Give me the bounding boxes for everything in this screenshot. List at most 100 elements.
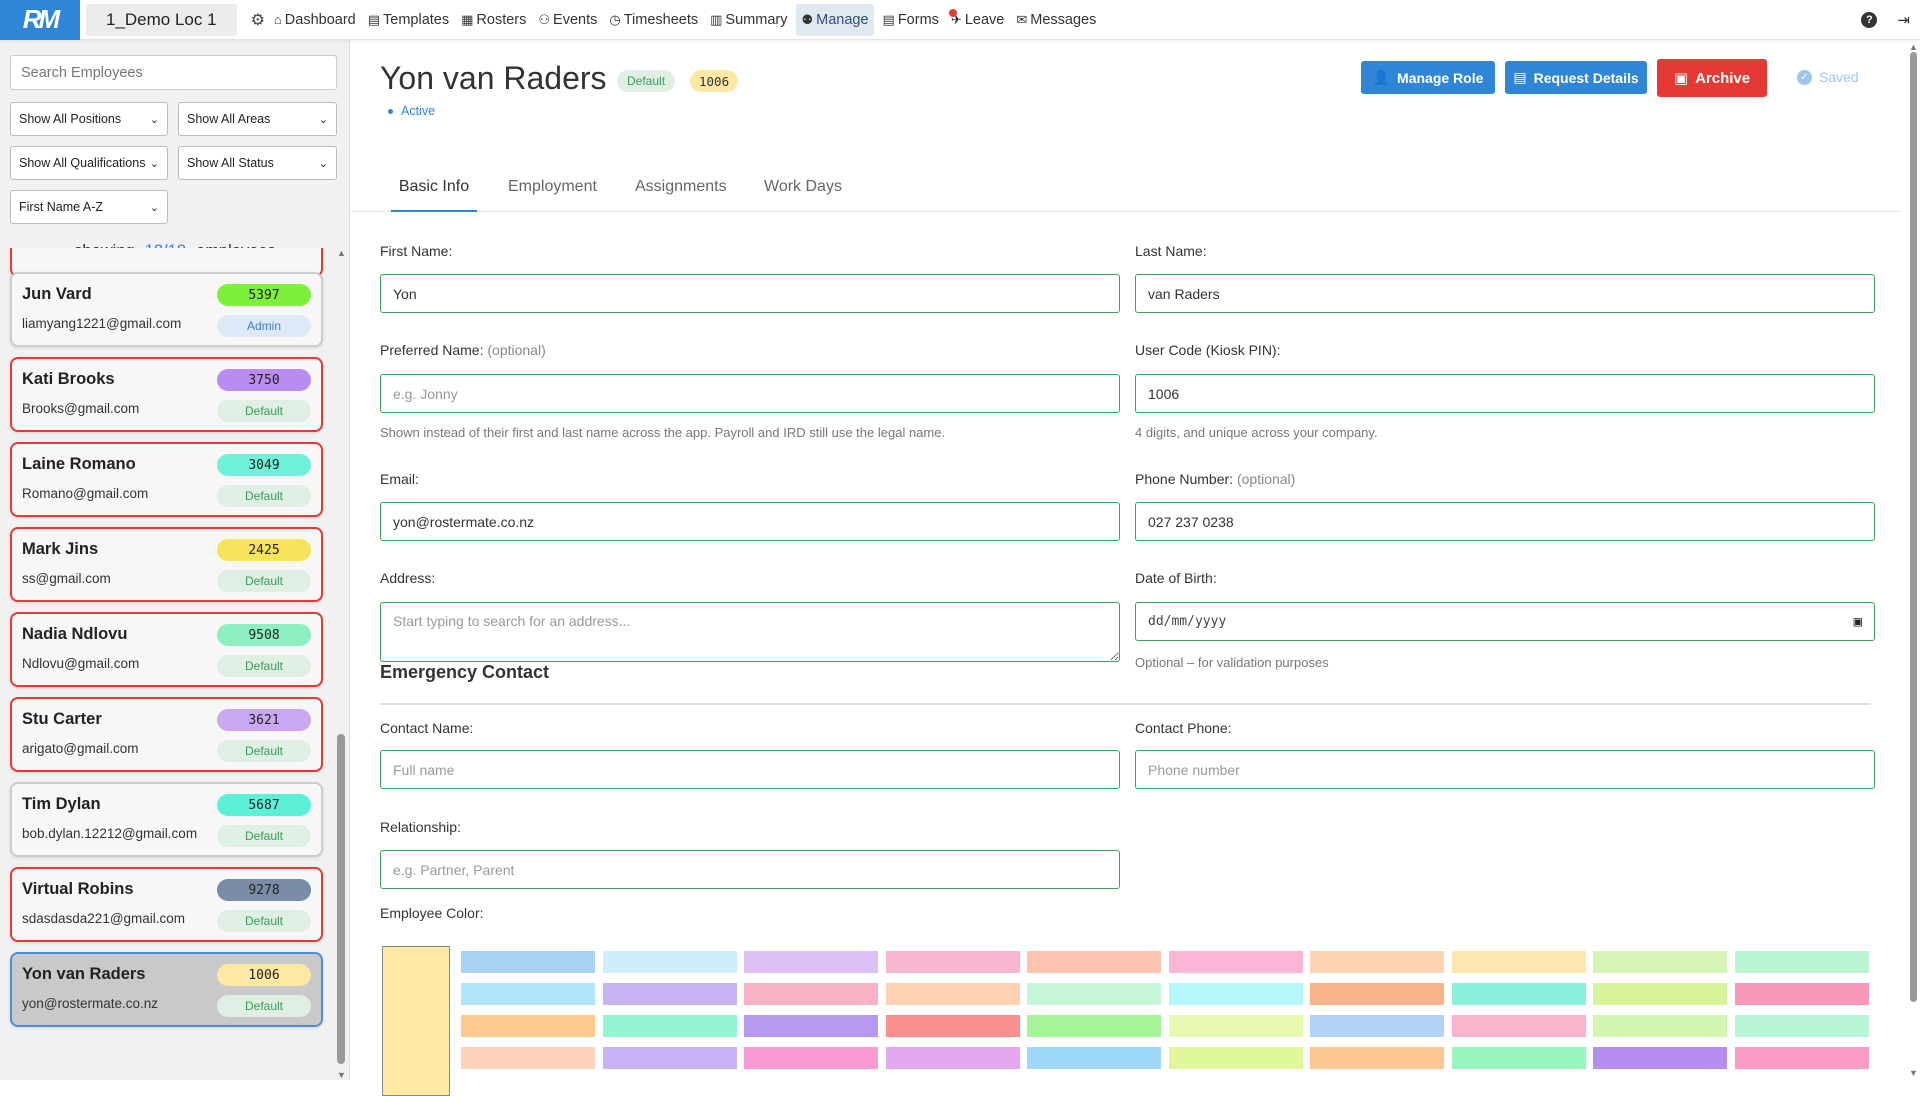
employee-card[interactable]: Jun Vard liamyang1221@gmail.com 5397 Admin xyxy=(10,272,323,347)
areas-filter[interactable]: Show All Areas ⌄ xyxy=(178,102,337,136)
sort-select[interactable]: First Name A-Z ⌄ xyxy=(10,190,168,224)
nav-rosters[interactable]: ▦ Rosters xyxy=(458,4,529,36)
employee-card[interactable]: Virtual Robins sdasdasda221@gmail.com 9278… xyxy=(10,867,323,942)
preferred-name-field[interactable] xyxy=(380,374,1120,413)
color-swatch[interactable] xyxy=(1451,1047,1586,1069)
color-swatch[interactable] xyxy=(1451,983,1586,1005)
color-swatch[interactable] xyxy=(1027,1047,1161,1069)
color-swatch[interactable] xyxy=(885,1015,1020,1037)
color-swatch[interactable] xyxy=(1310,951,1444,973)
tab-assignments[interactable]: Assignments xyxy=(635,178,727,195)
color-swatch[interactable] xyxy=(1734,1047,1869,1069)
color-swatch[interactable] xyxy=(1593,1047,1727,1069)
nav-summary[interactable]: ▥ Summary xyxy=(707,4,790,36)
email-field[interactable] xyxy=(380,502,1120,541)
first-name-field[interactable] xyxy=(380,274,1120,313)
help-icon[interactable]: ? xyxy=(1861,12,1878,28)
color-swatch[interactable] xyxy=(602,1047,737,1069)
nav-forms[interactable]: ▤ Forms xyxy=(880,4,942,36)
address-field[interactable] xyxy=(380,602,1120,662)
main-scrollbar[interactable]: ▲ ▼ xyxy=(1906,40,1920,1080)
request-details-button[interactable]: ▤ Request Details xyxy=(1505,61,1647,94)
location-selector[interactable]: 1_Demo Loc 1 xyxy=(86,3,237,36)
color-swatch[interactable] xyxy=(885,1047,1020,1069)
user-code-field[interactable] xyxy=(1135,374,1875,413)
color-swatch[interactable] xyxy=(744,983,878,1005)
employee-card[interactable]: Tim Dylan bob.dylan.12212@gmail.com 5687 De… xyxy=(10,782,323,857)
color-swatch[interactable] xyxy=(1451,1015,1586,1037)
relationship-field[interactable] xyxy=(380,850,1120,889)
nav-templates[interactable]: ▤ Templates xyxy=(365,4,452,36)
color-swatch[interactable] xyxy=(1310,983,1444,1005)
scroll-down-icon[interactable]: ▼ xyxy=(337,1070,346,1080)
color-swatch[interactable] xyxy=(885,983,1020,1005)
color-swatch[interactable] xyxy=(1027,951,1161,973)
color-swatch[interactable] xyxy=(1734,1015,1869,1037)
employee-card[interactable]: Laine Romano Romano@gmail.com 3049 Default xyxy=(10,442,323,517)
chevron-down-icon: ⌄ xyxy=(149,113,159,126)
color-swatch[interactable] xyxy=(1027,1015,1161,1037)
scrollbar-thumb[interactable] xyxy=(337,734,345,1064)
color-swatch[interactable] xyxy=(744,951,878,973)
color-swatch[interactable] xyxy=(602,1015,737,1037)
contact-name-field[interactable] xyxy=(380,750,1120,789)
color-swatch[interactable] xyxy=(1734,983,1869,1005)
employee-list[interactable]: Jun Vard liamyang1221@gmail.com 5397 Admin K… xyxy=(0,248,335,1080)
color-swatch[interactable] xyxy=(602,983,737,1005)
status-filter[interactable]: Show All Status ⌄ xyxy=(178,146,337,180)
color-swatch[interactable] xyxy=(1168,983,1303,1005)
tab-basic-info[interactable]: Basic Info xyxy=(391,178,477,212)
color-swatch[interactable] xyxy=(1310,1015,1444,1037)
phone-field[interactable] xyxy=(1135,502,1875,541)
employee-card[interactable]: Yon van Raders yon@rostermate.co.nz 1006 De… xyxy=(10,952,323,1027)
color-swatch[interactable] xyxy=(602,951,737,973)
nav-timesheets[interactable]: ◷ Timesheets xyxy=(606,4,701,36)
color-swatch[interactable] xyxy=(1027,983,1161,1005)
nav-events[interactable]: ⚇ Events xyxy=(535,4,600,36)
archive-label: Archive xyxy=(1695,69,1751,87)
manage-role-button[interactable]: 👤 Manage Role xyxy=(1361,61,1495,94)
color-swatch[interactable] xyxy=(1168,1015,1303,1037)
employee-card[interactable]: Mark Jins ss@gmail.com 2425 Default xyxy=(10,527,323,602)
app-logo[interactable]: RM xyxy=(0,0,80,40)
color-swatch[interactable] xyxy=(744,1047,878,1069)
color-swatch[interactable] xyxy=(1168,951,1303,973)
scroll-down-icon[interactable]: ▼ xyxy=(1909,1068,1918,1078)
color-swatch[interactable] xyxy=(1593,983,1727,1005)
gear-icon[interactable]: ⚙ xyxy=(250,11,265,29)
color-swatch[interactable] xyxy=(1310,1047,1444,1069)
color-swatch[interactable] xyxy=(1593,951,1727,973)
scroll-up-icon[interactable]: ▲ xyxy=(337,248,346,258)
search-employees-input[interactable] xyxy=(10,55,337,90)
tab-employment[interactable]: Employment xyxy=(508,178,597,195)
scrollbar-thumb[interactable] xyxy=(1910,52,1917,1002)
color-swatch[interactable] xyxy=(1168,1047,1303,1069)
color-swatch[interactable] xyxy=(461,1047,595,1069)
nav-manage[interactable]: ⚉ Manage xyxy=(796,3,874,36)
color-swatch[interactable] xyxy=(461,983,595,1005)
dob-field[interactable]: dd/mm/yyyy ▣ xyxy=(1135,602,1875,641)
employee-card[interactable]: Nadia Ndlovu Ndlovu@gmail.com 9508 Default xyxy=(10,612,323,687)
archive-button[interactable]: ▣ Archive xyxy=(1657,59,1767,97)
color-swatch[interactable] xyxy=(744,1015,878,1037)
nav-leave[interactable]: ✈ Leave xyxy=(948,4,1007,36)
tab-work-days[interactable]: Work Days xyxy=(764,178,842,195)
contact-phone-field[interactable] xyxy=(1135,750,1875,789)
color-swatch[interactable] xyxy=(885,951,1020,973)
last-name-field[interactable] xyxy=(1135,274,1875,313)
employee-card[interactable]: Kati Brooks Brooks@gmail.com 3750 Default xyxy=(10,357,323,432)
color-swatch[interactable] xyxy=(1734,951,1869,973)
color-swatch[interactable] xyxy=(461,1015,595,1037)
logout-icon[interactable]: ⇥ xyxy=(1897,12,1910,29)
employee-card[interactable]: Stu Carter arigato@gmail.com 3621 Default xyxy=(10,697,323,772)
color-swatch[interactable] xyxy=(1451,951,1586,973)
color-swatch[interactable] xyxy=(461,951,595,973)
qualifications-filter[interactable]: Show All Qualifications ⌄ xyxy=(10,146,168,180)
nav-messages[interactable]: ✉ Messages xyxy=(1013,4,1099,36)
calendar-icon[interactable]: ▣ xyxy=(1853,613,1862,630)
scroll-up-icon[interactable]: ▲ xyxy=(1909,42,1918,52)
positions-filter[interactable]: Show All Positions ⌄ xyxy=(10,102,168,136)
color-swatch[interactable] xyxy=(1593,1015,1727,1037)
sidebar-scrollbar[interactable]: ▲ ▼ xyxy=(335,248,347,1080)
nav-dashboard[interactable]: ⌂ Dashboard xyxy=(271,4,359,36)
